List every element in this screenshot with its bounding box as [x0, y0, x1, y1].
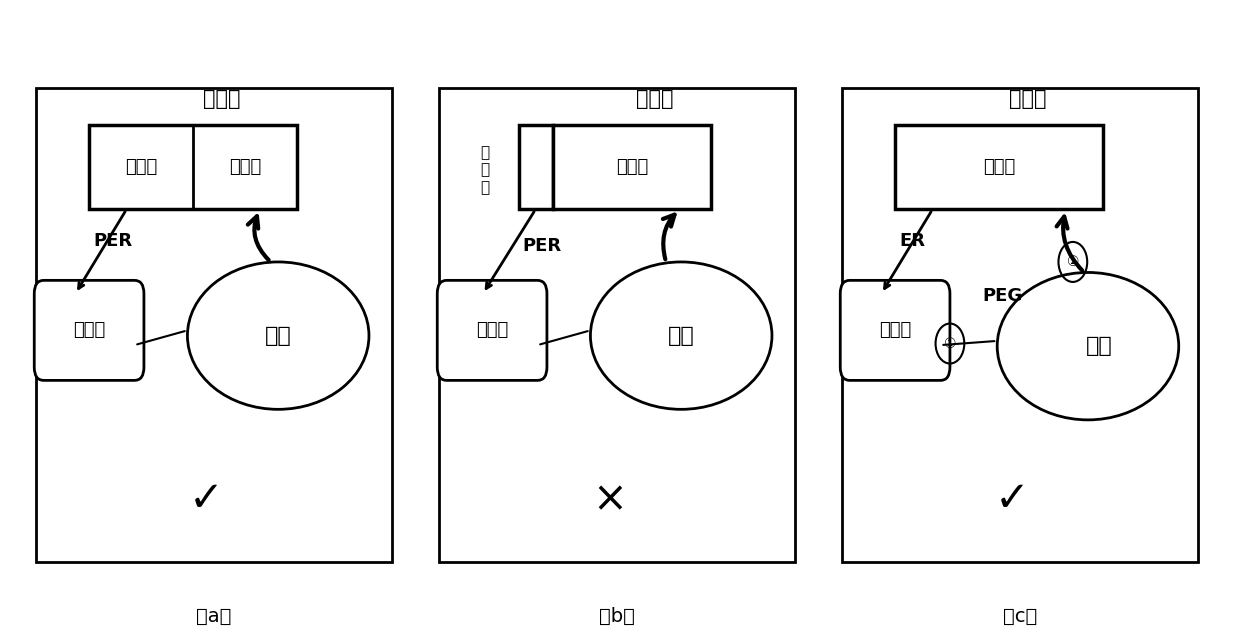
Text: ✓: ✓: [188, 478, 223, 520]
Bar: [895, 125, 1104, 209]
FancyBboxPatch shape: [438, 281, 547, 380]
Text: 智能体: 智能体: [73, 322, 105, 340]
Text: ①: ①: [944, 336, 956, 351]
Text: 环境: 环境: [668, 325, 694, 345]
Text: 环境: 环境: [265, 325, 291, 345]
Text: 经验池: 经验池: [1008, 89, 1047, 108]
Ellipse shape: [187, 262, 370, 410]
Text: 坏经验: 坏经验: [616, 158, 649, 176]
Text: 智能体: 智能体: [476, 322, 508, 340]
Text: 好经验: 好经验: [983, 158, 1016, 176]
Text: 好经验: 好经验: [125, 158, 157, 176]
Bar: [518, 125, 553, 209]
Text: 智能体: 智能体: [879, 322, 911, 340]
Text: ②: ②: [1066, 255, 1079, 269]
Text: PEG: PEG: [982, 287, 1022, 305]
Text: ✓: ✓: [994, 478, 1029, 520]
Text: 环境: 环境: [1086, 336, 1112, 356]
Text: PER: PER: [522, 237, 562, 255]
Bar: [89, 125, 298, 209]
Text: 经验池: 经验池: [636, 89, 673, 108]
Text: ×: ×: [591, 478, 626, 520]
Text: （a）: （a）: [196, 607, 232, 626]
Ellipse shape: [997, 272, 1179, 420]
Text: 经验池: 经验池: [202, 89, 241, 108]
Bar: [553, 125, 712, 209]
Text: 好
经
验: 好 经 验: [480, 145, 489, 195]
FancyBboxPatch shape: [35, 281, 144, 380]
Ellipse shape: [590, 262, 773, 410]
Text: （b）: （b）: [599, 607, 635, 626]
FancyBboxPatch shape: [841, 281, 950, 380]
Text: ER: ER: [899, 232, 925, 250]
Text: 坏经验: 坏经验: [229, 158, 262, 176]
Text: （c）: （c）: [1003, 607, 1037, 626]
Text: PER: PER: [93, 232, 131, 250]
